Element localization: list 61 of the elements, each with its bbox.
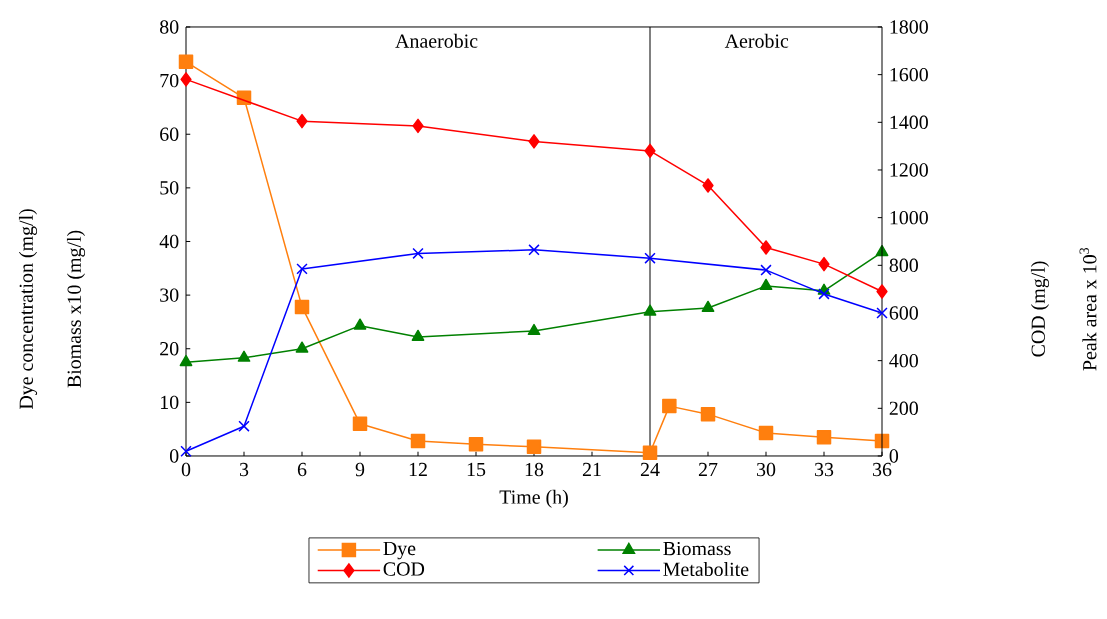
x-tick-label: 0 <box>181 462 191 477</box>
y-tick-label: 0 <box>169 449 179 463</box>
text: Peak area x 10$^{3}$ <box>1079 247 1097 371</box>
x-tick-label: 18 <box>525 462 544 477</box>
y2-tick-label: 1400 <box>890 115 928 130</box>
legend-label: Dye <box>383 541 416 560</box>
x-tick-label: 27 <box>698 462 718 477</box>
annotation: Aerobic <box>724 33 789 48</box>
x-tick-label: 24 <box>640 462 660 477</box>
point <box>760 240 772 255</box>
y2-tick-label: 1200 <box>890 163 928 177</box>
x-tick-label: 12 <box>409 462 427 477</box>
point <box>702 178 714 193</box>
y-tick-label: 70 <box>160 73 179 88</box>
point <box>180 72 192 87</box>
y-tick-label: 40 <box>159 234 179 249</box>
annotation: Anaerobic <box>395 33 478 48</box>
point <box>644 252 656 264</box>
y-tick-label: 30 <box>160 288 179 302</box>
x-tick-label: 33 <box>815 462 834 477</box>
y2-tick-label: 1000 <box>890 210 928 225</box>
point <box>296 263 308 275</box>
point <box>412 247 424 260</box>
point <box>818 288 830 300</box>
point <box>528 244 540 256</box>
legend-label: Biomass <box>663 541 731 556</box>
x-tick-label: 30 <box>757 462 776 477</box>
x-tick-label: 3 <box>239 462 249 477</box>
point <box>296 113 308 129</box>
text: COD (mg/l) <box>1030 261 1050 357</box>
point <box>876 307 888 319</box>
y2-tick-label: 400 <box>889 353 918 368</box>
point <box>412 118 424 134</box>
y2-tick-label: 200 <box>889 401 918 416</box>
point <box>644 143 656 159</box>
legend-label: COD <box>383 562 425 576</box>
y2-tick-label: 600 <box>889 306 918 320</box>
y-tick-label: 60 <box>160 127 179 141</box>
y2-tick-label: 1800 <box>890 20 928 34</box>
x-tick-label: 9 <box>355 462 365 477</box>
text: Biomass x10 (mg/l) <box>66 230 86 388</box>
y-tick-label: 10 <box>160 395 179 410</box>
y2-tick-label: 0 <box>889 449 899 463</box>
y2-tick-label: 800 <box>889 258 918 273</box>
y-tick-label: 80 <box>160 20 179 34</box>
point <box>238 420 250 432</box>
text: Dye concentration (mg/l) <box>18 209 38 410</box>
point <box>180 445 192 457</box>
x-tick-label: 6 <box>297 462 307 477</box>
x-tick-label: 36 <box>873 462 892 477</box>
point <box>760 264 772 276</box>
y-tick-label: 20 <box>160 342 179 356</box>
x-tick-label: 21 <box>582 462 601 477</box>
x-axis-title: Time (h) <box>499 489 568 508</box>
x-tick-label: 15 <box>467 462 486 477</box>
legend-label: Metabolite <box>663 562 749 577</box>
point <box>876 284 888 299</box>
point <box>528 134 540 149</box>
y-tick-label: 50 <box>160 181 179 195</box>
point <box>818 256 830 272</box>
y2-tick-label: 1600 <box>890 67 928 82</box>
